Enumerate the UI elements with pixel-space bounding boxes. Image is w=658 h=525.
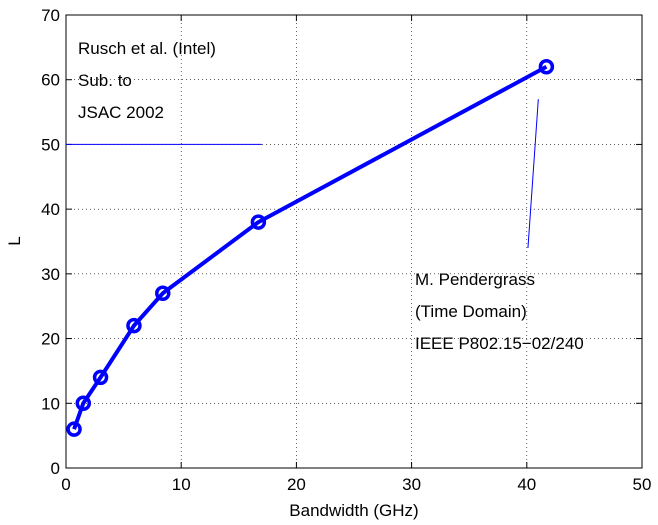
annotations-layer: Rusch et al. (Intel) Sub. to JSAC 2002 M. P… [66,39,584,353]
x-axis-title: Bandwidth (GHz) [289,501,418,520]
plot-frame [65,14,643,469]
data-point [250,214,267,230]
annotation-text: JSAC 2002 [78,103,164,122]
y-tick-label: 60 [41,71,60,90]
x-tick-label: 50 [633,475,652,494]
y-axis-title: L [5,236,24,245]
x-tick-label: 30 [402,475,421,494]
annotation-text: (Time Domain) [415,302,527,321]
axis-ticks [65,14,643,469]
annotation-text: M. Pendergrass [415,270,535,289]
data-point [538,59,555,75]
data-point [66,421,82,437]
x-tick-label: 20 [287,475,306,494]
data-point [155,285,171,302]
y-tick-label: 0 [51,459,60,478]
y-tick-label: 70 [41,6,60,25]
x-tick-label: 0 [61,475,70,494]
x-tick-label: 40 [517,475,536,494]
annotation-text: Sub. to [78,71,132,90]
annotation-pointer-line [527,99,539,249]
y-tick-label: 40 [41,200,60,219]
annotation-text: IEEE P802.15−02/240 [415,334,584,353]
y-tick-labels: 0 10 20 30 40 50 60 70 [41,6,60,478]
data-point [126,317,142,334]
y-tick-label: 20 [41,330,60,349]
data-point [92,369,109,386]
data-point [75,395,92,412]
x-tick-label: 10 [172,475,191,494]
y-tick-label: 30 [41,265,60,284]
series-line [72,65,548,430]
annotation-text: Rusch et al. (Intel) [78,39,216,58]
y-tick-label: 50 [41,135,60,154]
series-layer [66,59,555,437]
y-tick-label: 10 [41,394,60,413]
x-tick-labels: 0 10 20 30 40 50 [61,475,651,494]
plot-background [66,15,642,468]
